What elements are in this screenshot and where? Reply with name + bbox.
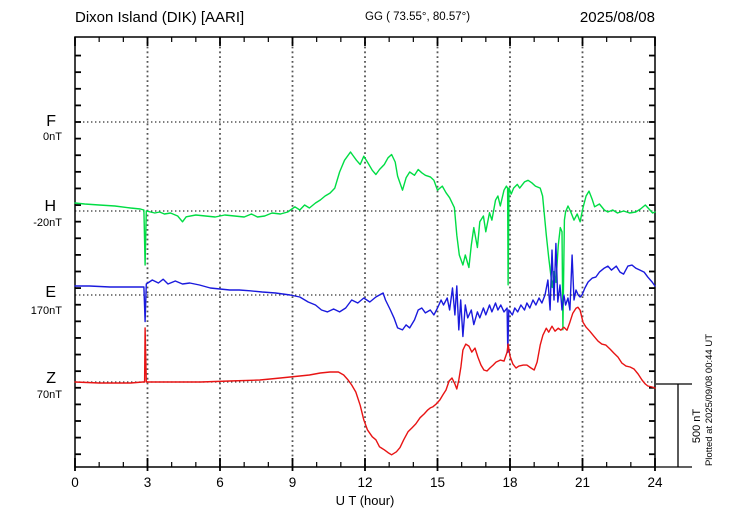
plot-date: 2025/08/08 [580,9,655,26]
component-label-F: F [46,113,56,130]
component-offset-Z: 70nT [37,389,62,401]
component-offset-F: 0nT [43,131,62,143]
trace-Z [74,306,656,456]
plotted-at-note: Plotted at 2025/09/08 00:44 UT [704,334,715,466]
x-axis-label: U T (hour) [336,493,395,508]
component-offset-E: 170nT [31,305,62,317]
grid-layer [75,37,655,467]
component-label-E: E [45,284,56,301]
x-tick-label: 15 [430,475,445,490]
scale-bar-label: 500 nT [691,409,703,444]
trace-H [74,151,656,331]
x-tick-label: 0 [71,475,79,490]
x-tick-labels: 0 3 6 9 12 15 18 21 24 [71,475,663,490]
x-tick-label: 9 [289,475,297,490]
component-offset-H: -20nT [33,217,62,229]
component-label-H: H [44,198,56,215]
component-label-Z: Z [46,370,56,387]
x-tick-label: 18 [502,475,517,490]
x-tick-label: 24 [647,475,663,490]
amplitude-scale-bar [656,383,692,468]
x-tick-label: 21 [575,475,590,490]
x-tick-label: 3 [144,475,152,490]
station-title: Dixon Island (DIK) [AARI] [75,9,244,26]
trace-E [74,242,656,353]
x-tick-label: 6 [216,475,224,490]
x-tick-label: 12 [357,475,372,490]
gg-coordinates: GG ( 73.55°, 80.57°) [365,11,470,23]
axes-frame [74,36,656,471]
trace-layer [74,151,656,456]
